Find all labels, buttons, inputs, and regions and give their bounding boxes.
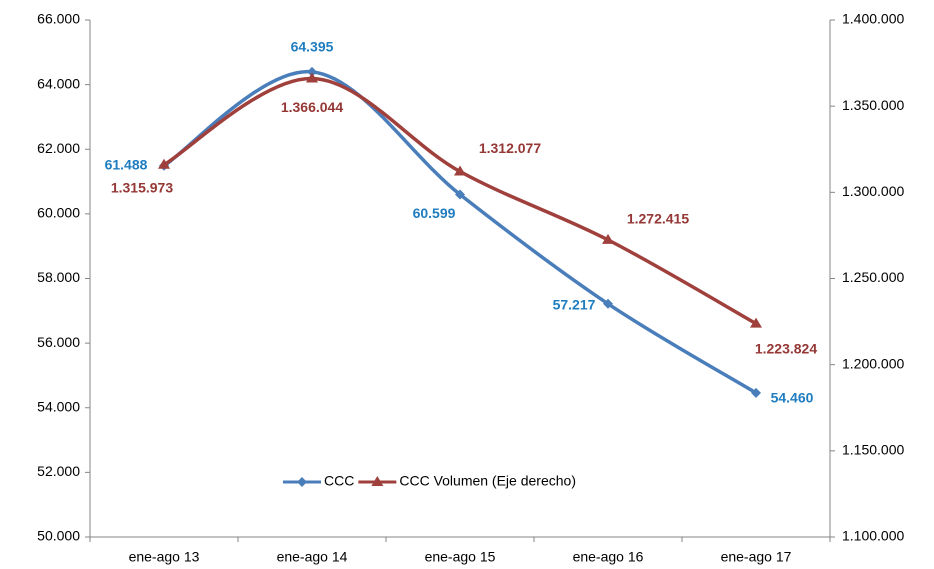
data-label: 64.395 xyxy=(291,39,334,55)
x-tick-label: ene-ago 14 xyxy=(277,549,348,565)
y2-tick-label: 1.100.000 xyxy=(842,528,904,544)
data-label: 57.217 xyxy=(553,297,596,313)
data-point xyxy=(158,158,170,169)
x-tick-label: ene-ago 16 xyxy=(573,549,644,565)
x-tick-label: ene-ago 15 xyxy=(425,549,496,565)
y2-tick-label: 1.350.000 xyxy=(842,97,904,113)
y-tick-label: 66.000 xyxy=(37,11,80,27)
y-tick-label: 58.000 xyxy=(37,269,80,285)
data-label: 1.315.973 xyxy=(111,180,173,196)
data-point xyxy=(751,387,761,398)
data-label: 1.272.415 xyxy=(627,211,689,227)
data-label: 54.460 xyxy=(771,390,814,406)
y2-tick-label: 1.300.000 xyxy=(842,183,904,199)
series-line xyxy=(163,76,757,326)
series-line xyxy=(163,70,757,395)
data-point xyxy=(603,298,613,309)
data-label: 1.366.044 xyxy=(281,99,343,115)
data-point xyxy=(602,233,614,244)
data-point xyxy=(307,66,317,77)
data-label: 61.488 xyxy=(105,156,148,172)
data-label: 60.599 xyxy=(413,205,456,221)
data-point xyxy=(455,189,465,200)
y-tick-label: 60.000 xyxy=(37,205,80,221)
y-tick-label: 64.000 xyxy=(37,75,80,91)
legend-marker xyxy=(297,477,307,487)
y2-tick-label: 1.250.000 xyxy=(842,269,904,285)
legend-label: CCC xyxy=(324,473,354,489)
legend-marker xyxy=(371,476,384,486)
x-tick-label: ene-ago 13 xyxy=(129,549,200,565)
y2-tick-label: 1.200.000 xyxy=(842,355,904,371)
y-tick-label: 56.000 xyxy=(37,334,80,350)
data-point xyxy=(306,72,318,83)
legend-label: CCC Volumen (Eje derecho) xyxy=(399,473,576,489)
y2-tick-label: 1.400.000 xyxy=(842,11,904,27)
y-tick-label: 50.000 xyxy=(37,528,80,544)
y-tick-label: 54.000 xyxy=(37,398,80,414)
data-point xyxy=(454,165,466,176)
data-point xyxy=(750,317,762,328)
y2-tick-label: 1.150.000 xyxy=(842,442,904,458)
x-tick-label: ene-ago 17 xyxy=(721,549,792,565)
data-label: 1.312.077 xyxy=(479,140,541,156)
y-tick-label: 62.000 xyxy=(37,140,80,156)
data-label: 1.223.824 xyxy=(755,340,817,356)
y-tick-label: 52.000 xyxy=(37,463,80,479)
